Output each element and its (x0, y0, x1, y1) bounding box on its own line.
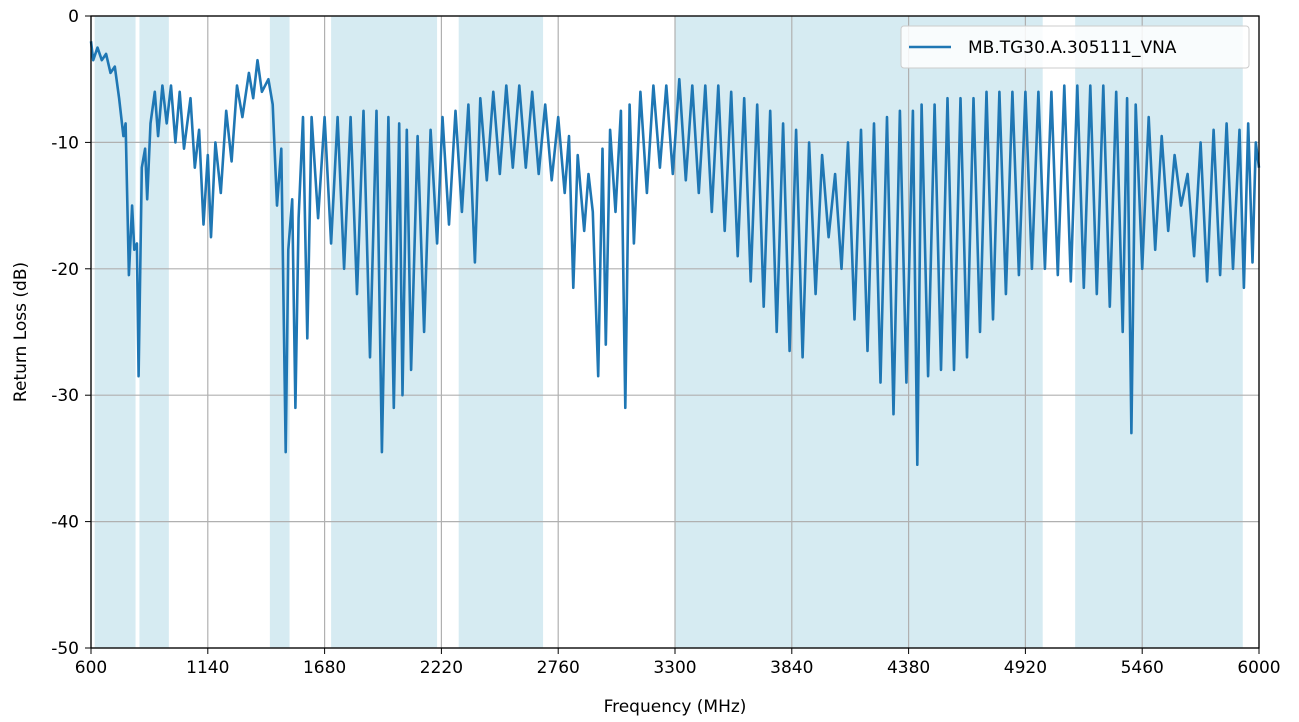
x-tick-label-4: 2760 (537, 658, 580, 678)
ticks: 600 1140 1680 2220 2760 3300 3840 4380 4920 5460 6… (51, 7, 1280, 678)
y-tick-label-4: -40 (51, 513, 79, 533)
y-tick-label-5: -50 (51, 639, 79, 659)
y-tick-label-1: -10 (51, 133, 79, 153)
x-tick-label-10: 6000 (1237, 658, 1280, 678)
y-tick-label-3: -30 (51, 386, 79, 406)
shaded-band-1 (139, 16, 169, 648)
x-tick-label-6: 3840 (770, 658, 813, 678)
series-layer (89, 41, 1261, 466)
shaded-band-5 (675, 16, 1043, 648)
y-tick-label-2: -20 (51, 260, 79, 280)
x-tick-label-1: 1140 (186, 658, 229, 678)
legend: MB.TG30.A.305111_VNA (900, 25, 1250, 69)
x-tick-label-3: 2220 (420, 658, 463, 678)
y-axis-label: Return Loss (dB) (11, 262, 31, 402)
x-tick-label-0: 600 (75, 658, 107, 678)
series-line-0 (89, 41, 1261, 466)
legend-box (900, 25, 1250, 69)
x-axis-label: Frequency (MHz) (604, 697, 747, 717)
legend-label: MB.TG30.A.305111_VNA (968, 38, 1177, 58)
shaded-band-6 (1075, 16, 1243, 648)
x-tick-label-7: 4380 (887, 658, 930, 678)
shaded-bands (94, 16, 1243, 648)
x-tick-label-8: 4920 (1004, 658, 1047, 678)
x-tick-label-9: 5460 (1121, 658, 1164, 678)
x-tick-label-2: 1680 (303, 658, 346, 678)
shaded-band-0 (94, 16, 136, 648)
x-tick-label-5: 3300 (653, 658, 696, 678)
y-tick-label-0: 0 (68, 7, 79, 27)
